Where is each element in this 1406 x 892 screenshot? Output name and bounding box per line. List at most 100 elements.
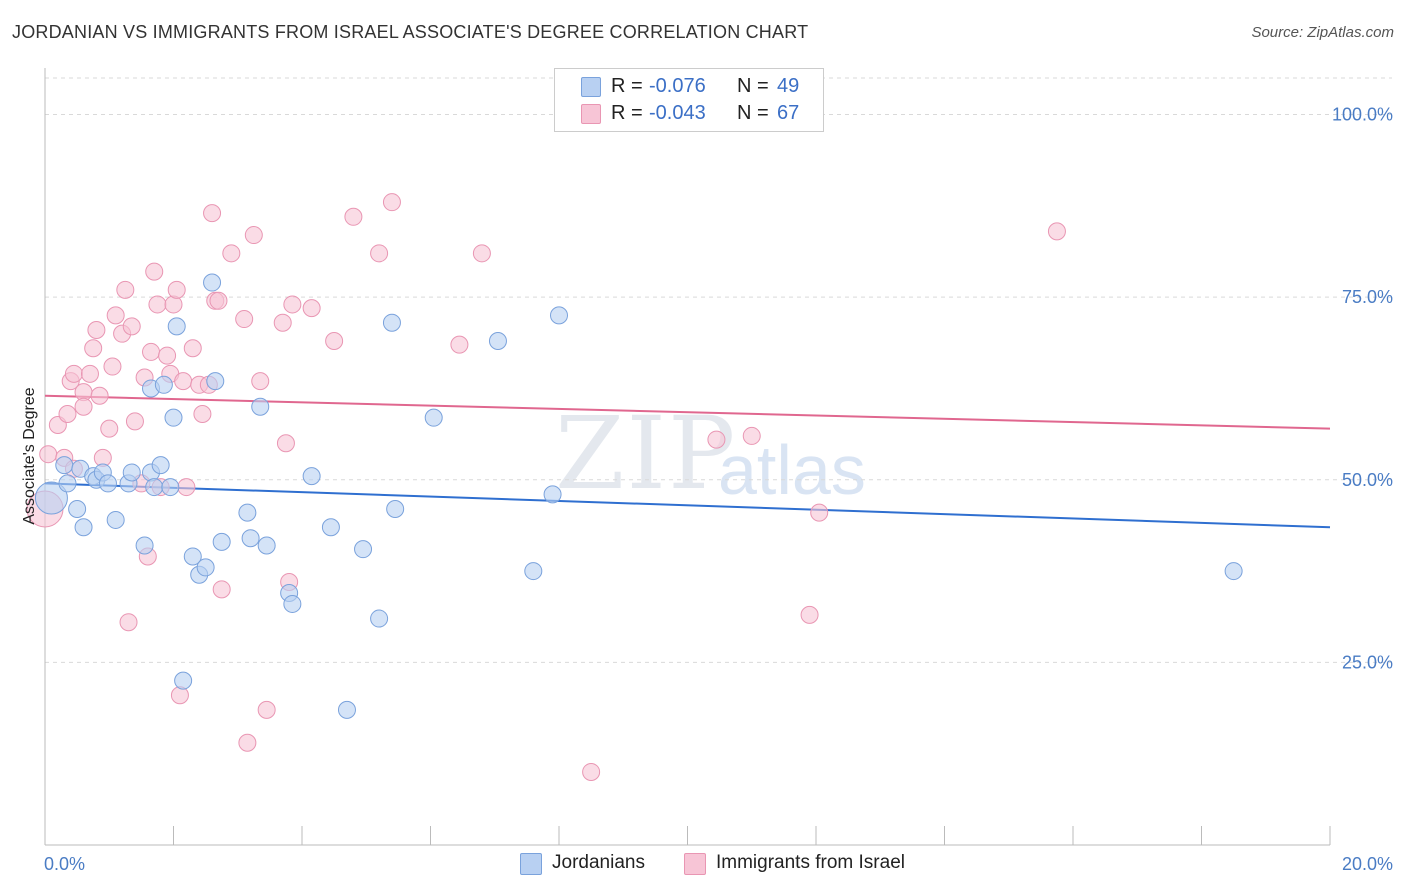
- jordanian-point: [55, 456, 74, 475]
- jordanians-swatch: [581, 77, 601, 97]
- jordanian-point: [251, 397, 270, 416]
- israel-point: [158, 346, 177, 365]
- israel-point: [64, 364, 83, 383]
- jordanian-point: [161, 478, 180, 497]
- israel-point: [174, 372, 193, 391]
- jordanian-point: [154, 375, 173, 394]
- jordanian-point: [151, 456, 170, 475]
- tick-labels: 25.0% 50.0% 75.0% 100.0% 0.0% 20.0%: [44, 105, 1393, 874]
- jordanian-point: [212, 532, 231, 551]
- israel-point: [177, 478, 196, 497]
- israel-point: [164, 295, 183, 314]
- israel-point: [235, 310, 254, 329]
- israel-point: [116, 280, 135, 299]
- israel-point: [74, 397, 93, 416]
- israel-point: [90, 386, 109, 405]
- israel-point: [238, 733, 257, 752]
- israel-points: [26, 193, 1066, 781]
- trend-lines: [44, 394, 1331, 529]
- israel-point: [810, 503, 829, 522]
- israel-point: [193, 405, 212, 424]
- israel-point: [382, 193, 401, 212]
- jordanian-point: [74, 518, 93, 537]
- y-tick-label: 25.0%: [1342, 652, 1393, 672]
- israel-point: [170, 686, 189, 705]
- israel-point: [212, 580, 231, 599]
- source-label: Source: ZipAtlas.com: [1251, 24, 1394, 41]
- jordanian-point: [302, 467, 321, 486]
- jordanian-point: [321, 518, 340, 537]
- jordanian-point: [135, 536, 154, 555]
- jordanian-point: [370, 609, 389, 628]
- n-label: N =: [737, 102, 769, 124]
- israel-legend-swatch: [684, 853, 706, 875]
- israel-point: [106, 306, 125, 325]
- israel-point: [125, 412, 144, 431]
- jordanian-point: [354, 540, 373, 559]
- watermark-atlas: atlas: [718, 431, 866, 509]
- jordanian-point: [386, 499, 405, 518]
- jordanian-point: [203, 273, 222, 292]
- israel-point: [344, 207, 363, 226]
- r-label: R =: [611, 75, 643, 97]
- jordanian-point: [550, 306, 568, 325]
- jordanian-point: [206, 372, 225, 391]
- axes: [44, 68, 1331, 846]
- israel-point: [87, 321, 106, 340]
- gridlines: [45, 77, 1392, 663]
- israel-point: [450, 335, 469, 354]
- israel-point: [742, 426, 761, 445]
- jordanian-point: [68, 499, 87, 518]
- jordanian-point: [167, 317, 186, 336]
- jordanians-legend-swatch: [520, 853, 542, 875]
- israel-point: [145, 262, 164, 281]
- jordanian-point: [122, 463, 141, 482]
- israel-point: [119, 613, 138, 632]
- jordanian-point: [382, 313, 401, 332]
- jordanian-point: [196, 558, 215, 577]
- israel-point: [103, 357, 122, 376]
- x-tick-label: 20.0%: [1342, 854, 1393, 874]
- jordanian-point: [424, 408, 443, 427]
- jordanian-point: [337, 700, 356, 719]
- israel-point: [84, 339, 103, 358]
- jordanian-point: [238, 503, 257, 522]
- jordanian-point: [174, 671, 193, 690]
- y-tick-label: 75.0%: [1342, 287, 1393, 307]
- jordanian-point: [543, 485, 562, 504]
- israel-point: [370, 244, 389, 263]
- israel-point: [325, 331, 344, 350]
- jordanian-point: [164, 408, 183, 427]
- israel-point: [80, 364, 99, 383]
- israel-point: [707, 430, 726, 449]
- israel-point: [472, 244, 491, 263]
- stats-box: R = -0.076 N = 49 R = -0.043 N = 67: [554, 68, 824, 132]
- jordanian-point: [106, 510, 125, 529]
- israel-point: [100, 419, 119, 438]
- jordanian-point: [1224, 562, 1243, 581]
- israel-trend-line: [44, 394, 1331, 430]
- chart-title: JORDANIAN VS IMMIGRANTS FROM ISRAEL ASSO…: [12, 22, 809, 42]
- israel-point: [58, 405, 77, 424]
- legend-label: Immigrants from Israel: [716, 852, 905, 873]
- israel-point: [283, 295, 302, 314]
- jordanian-point: [283, 594, 302, 613]
- r-value: -0.076: [649, 75, 706, 97]
- jordanian-point: [241, 529, 260, 548]
- jordanian-points: [34, 273, 1243, 719]
- jordanian-point: [58, 474, 77, 493]
- jordanian-point: [145, 478, 164, 497]
- legend-label: Jordanians: [552, 852, 645, 873]
- israel-point: [251, 372, 270, 391]
- israel-point: [276, 434, 295, 453]
- israel-point: [203, 204, 222, 223]
- israel-point: [209, 291, 228, 310]
- israel-point: [148, 295, 167, 314]
- jordanian-point: [257, 536, 276, 555]
- jordanian-point: [524, 562, 543, 581]
- israel-point: [167, 280, 186, 299]
- israel-point: [39, 445, 58, 464]
- israel-point: [273, 313, 292, 332]
- israel-point: [302, 299, 321, 318]
